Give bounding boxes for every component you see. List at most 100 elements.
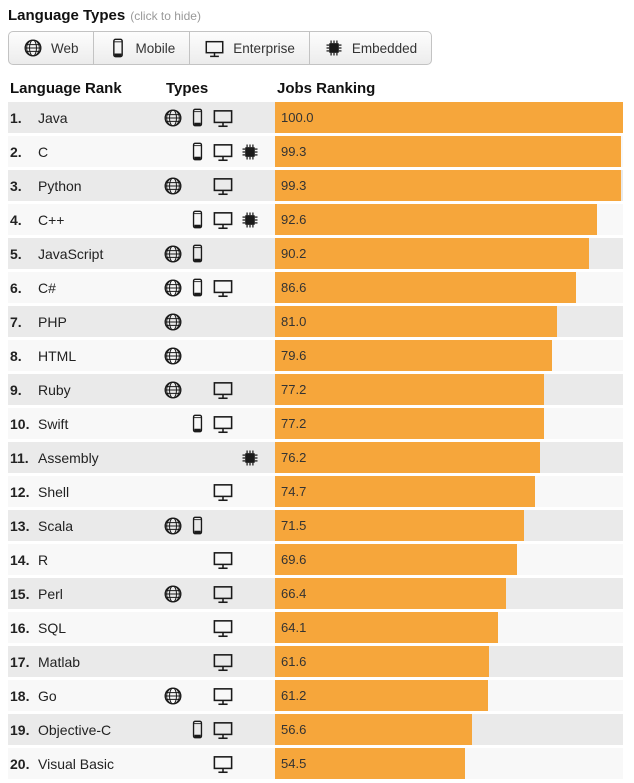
language-name: Matlab (38, 653, 81, 670)
language-cell: 1. Java (8, 110, 160, 126)
types-cell (160, 306, 275, 337)
jobs-ranking-value: 77.2 (281, 382, 307, 397)
table-row: 3. Python 99.3 (8, 170, 623, 201)
language-cell: 12. Shell (8, 484, 160, 500)
enterprise-type-monitor-icon (208, 379, 237, 401)
language-cell: 5. JavaScript (8, 246, 160, 262)
filter-label: Embedded (351, 40, 418, 56)
types-cell (160, 544, 275, 575)
section-title[interactable]: Language Types (click to hide) (8, 6, 623, 26)
table-row: 14. R 69.6 (8, 544, 623, 575)
enterprise-type-monitor-icon (208, 685, 237, 707)
filter-label: Web (51, 40, 79, 56)
jobs-ranking-value: 99.3 (281, 178, 307, 193)
language-cell: 17. Matlab (8, 654, 160, 670)
jobs-ranking-track: 54.5 (275, 748, 623, 779)
jobs-ranking-track: 69.6 (275, 544, 623, 575)
jobs-ranking-bar: 81.0 (275, 306, 557, 337)
jobs-ranking-bar: 79.6 (275, 340, 552, 371)
globe-icon (23, 38, 43, 58)
web-type-globe-icon (160, 584, 186, 604)
jobs-ranking-value: 81.0 (281, 314, 307, 329)
enterprise-type-monitor-icon (208, 617, 237, 639)
filter-label: Mobile (135, 40, 176, 56)
jobs-ranking-track: 79.6 (275, 340, 623, 371)
embedded-type-chip-icon (237, 142, 263, 162)
jobs-ranking-value: 61.2 (281, 688, 307, 703)
language-cell: 7. PHP (8, 314, 160, 330)
jobs-ranking-value: 76.2 (281, 450, 307, 465)
rank-label: 3. (10, 177, 22, 194)
table-row: 12. Shell 74.7 (8, 476, 623, 507)
table-row: 18. Go 61.2 (8, 680, 623, 711)
jobs-ranking-track: 86.6 (275, 272, 623, 303)
column-header-types: Types (166, 80, 209, 97)
rank-label: 15. (10, 585, 30, 602)
types-cell (160, 442, 275, 473)
jobs-ranking-value: 56.6 (281, 722, 307, 737)
jobs-ranking-track: 76.2 (275, 442, 623, 473)
rank-label: 8. (10, 347, 22, 364)
rank-label: 12. (10, 483, 30, 500)
enterprise-type-monitor-icon (208, 651, 237, 673)
filter-button-mobile[interactable]: Mobile (92, 31, 191, 65)
language-name: Java (38, 109, 68, 126)
jobs-ranking-value: 54.5 (281, 756, 307, 771)
jobs-ranking-value: 66.4 (281, 586, 307, 601)
jobs-ranking-track: 77.2 (275, 374, 623, 405)
table-row: 19. Objective-C 56.6 (8, 714, 623, 745)
language-cell: 3. Python (8, 178, 160, 194)
enterprise-type-monitor-icon (208, 583, 237, 605)
enterprise-type-monitor-icon (208, 549, 237, 571)
jobs-ranking-bar: 54.5 (275, 748, 465, 779)
types-cell (160, 238, 275, 269)
jobs-ranking-bar: 100.0 (275, 102, 623, 133)
types-cell (160, 578, 275, 609)
rank-label: 18. (10, 687, 30, 704)
rank-label: 4. (10, 211, 22, 228)
types-cell (160, 136, 275, 167)
section-title-text: Language Types (8, 7, 126, 24)
mobile-type-smartphone-icon (186, 142, 208, 161)
table-row: 1. Java 100.0 (8, 102, 623, 133)
language-name: HTML (38, 347, 77, 364)
web-type-globe-icon (160, 278, 186, 298)
jobs-ranking-track: 71.5 (275, 510, 623, 541)
language-cell: 18. Go (8, 688, 160, 704)
jobs-ranking-track: 61.6 (275, 646, 623, 677)
jobs-ranking-bar: 77.2 (275, 374, 544, 405)
language-name: Python (38, 177, 82, 194)
rank-label: 7. (10, 313, 22, 330)
jobs-ranking-bar: 66.4 (275, 578, 507, 609)
rank-label: 11. (10, 449, 29, 466)
types-cell (160, 612, 275, 643)
table-row: 16. SQL 64.1 (8, 612, 623, 643)
filter-button-web[interactable]: Web (8, 31, 94, 65)
jobs-ranking-track: 56.6 (275, 714, 623, 745)
table-row: 20. Visual Basic 54.5 (8, 748, 623, 779)
filter-button-enterprise[interactable]: Enterprise (189, 31, 310, 65)
filter-button-embedded[interactable]: Embedded (308, 31, 433, 65)
monitor-icon (204, 38, 225, 59)
jobs-ranking-bar: 74.7 (275, 476, 535, 507)
types-cell (160, 170, 275, 201)
mobile-type-smartphone-icon (186, 516, 208, 535)
language-cell: 11. Assembly (8, 450, 160, 466)
enterprise-type-monitor-icon (208, 175, 237, 197)
jobs-ranking-value: 90.2 (281, 246, 307, 261)
jobs-ranking-track: 64.1 (275, 612, 623, 643)
jobs-ranking-value: 86.6 (281, 280, 307, 295)
types-cell (160, 714, 275, 745)
jobs-ranking-value: 79.6 (281, 348, 307, 363)
language-name: Assembly (38, 449, 99, 466)
language-name: Perl (38, 585, 63, 602)
language-name: SQL (38, 619, 67, 636)
table-row: 2. C 99.3 (8, 136, 623, 167)
language-cell: 6. C# (8, 280, 160, 296)
smartphone-icon (108, 38, 128, 58)
jobs-ranking-track: 90.2 (275, 238, 623, 269)
web-type-globe-icon (160, 516, 186, 536)
column-header-jobs-ranking: Jobs Ranking (277, 80, 376, 97)
jobs-ranking-track: 99.3 (275, 170, 623, 201)
